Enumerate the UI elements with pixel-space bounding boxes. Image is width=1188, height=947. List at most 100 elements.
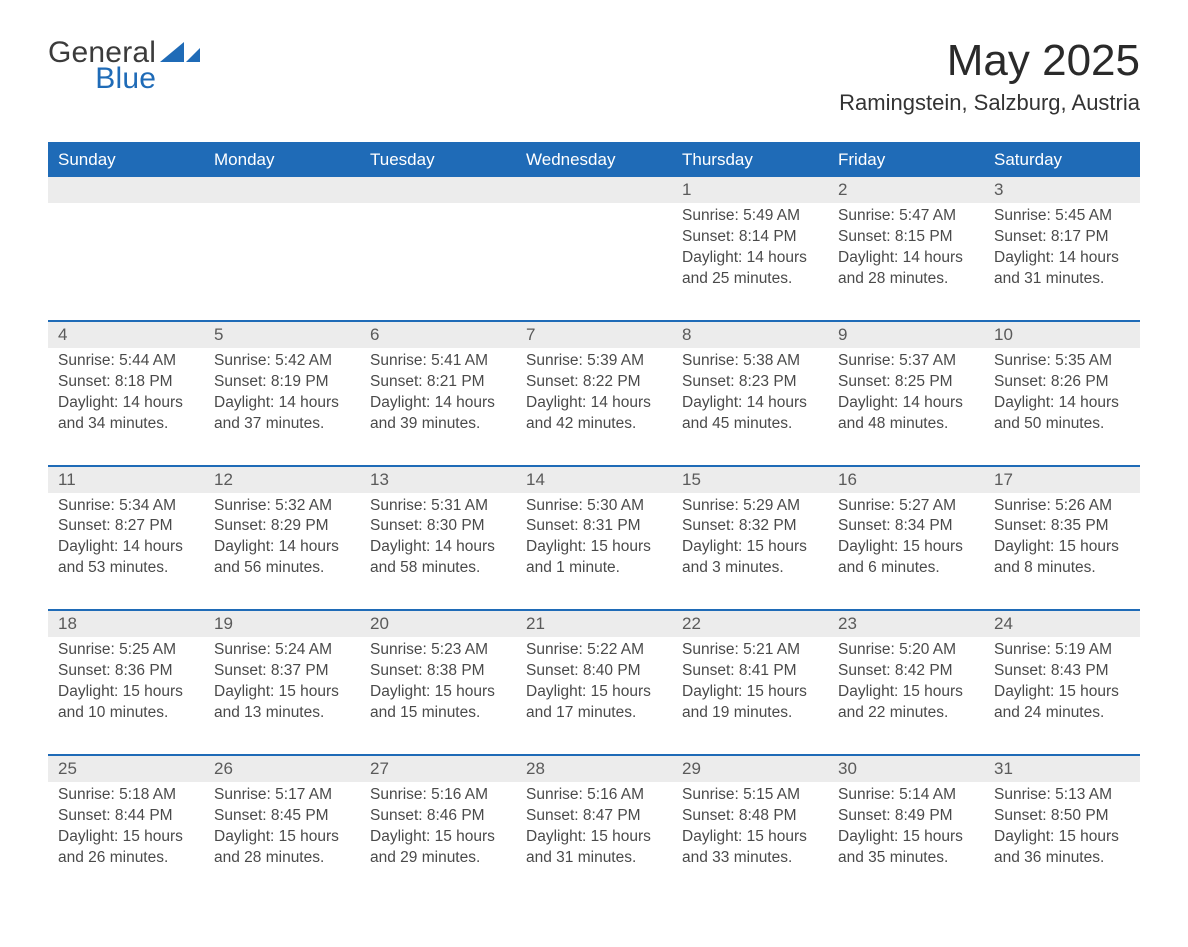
page-title: May 2025	[839, 38, 1140, 84]
weekday-header: Friday	[828, 144, 984, 177]
day-sunrise: Sunrise: 5:29 AM	[682, 496, 818, 517]
day-number	[516, 177, 672, 203]
day-daylight1: Daylight: 14 hours	[58, 393, 194, 414]
day-daylight2: and 17 minutes.	[526, 703, 662, 724]
day-sunset: Sunset: 8:37 PM	[214, 661, 350, 682]
day-details: Sunrise: 5:31 AMSunset: 8:30 PMDaylight:…	[360, 493, 516, 610]
day-number: 9	[828, 322, 984, 348]
day-daylight1: Daylight: 15 hours	[526, 827, 662, 848]
day-details: Sunrise: 5:16 AMSunset: 8:47 PMDaylight:…	[516, 782, 672, 899]
day-details: Sunrise: 5:26 AMSunset: 8:35 PMDaylight:…	[984, 493, 1140, 610]
weekday-header: Wednesday	[516, 144, 672, 177]
day-sunrise: Sunrise: 5:32 AM	[214, 496, 350, 517]
day-details: Sunrise: 5:16 AMSunset: 8:46 PMDaylight:…	[360, 782, 516, 899]
day-details-row: Sunrise: 5:25 AMSunset: 8:36 PMDaylight:…	[48, 637, 1140, 754]
day-details	[204, 203, 360, 320]
day-daylight1: Daylight: 15 hours	[838, 827, 974, 848]
day-number: 11	[48, 467, 204, 493]
day-daylight2: and 24 minutes.	[994, 703, 1130, 724]
day-daylight1: Daylight: 15 hours	[682, 827, 818, 848]
day-number: 3	[984, 177, 1140, 203]
day-details: Sunrise: 5:15 AMSunset: 8:48 PMDaylight:…	[672, 782, 828, 899]
day-sunrise: Sunrise: 5:16 AM	[526, 785, 662, 806]
day-daylight2: and 33 minutes.	[682, 848, 818, 869]
day-sunrise: Sunrise: 5:42 AM	[214, 351, 350, 372]
day-daylight1: Daylight: 14 hours	[994, 248, 1130, 269]
day-sunset: Sunset: 8:44 PM	[58, 806, 194, 827]
day-daylight1: Daylight: 14 hours	[682, 393, 818, 414]
day-daylight2: and 53 minutes.	[58, 558, 194, 579]
day-number: 6	[360, 322, 516, 348]
day-sunrise: Sunrise: 5:35 AM	[994, 351, 1130, 372]
logo: General Blue	[48, 38, 202, 94]
day-sunset: Sunset: 8:38 PM	[370, 661, 506, 682]
day-sunrise: Sunrise: 5:23 AM	[370, 640, 506, 661]
day-sunset: Sunset: 8:40 PM	[526, 661, 662, 682]
day-number: 22	[672, 611, 828, 637]
calendar-week: 11121314151617Sunrise: 5:34 AMSunset: 8:…	[48, 465, 1140, 610]
day-daylight2: and 56 minutes.	[214, 558, 350, 579]
day-daylight2: and 15 minutes.	[370, 703, 506, 724]
day-number: 27	[360, 756, 516, 782]
day-sunset: Sunset: 8:31 PM	[526, 516, 662, 537]
day-daylight2: and 29 minutes.	[370, 848, 506, 869]
day-details: Sunrise: 5:42 AMSunset: 8:19 PMDaylight:…	[204, 348, 360, 465]
day-number	[360, 177, 516, 203]
day-sunset: Sunset: 8:27 PM	[58, 516, 194, 537]
day-sunrise: Sunrise: 5:26 AM	[994, 496, 1130, 517]
day-number: 18	[48, 611, 204, 637]
day-sunrise: Sunrise: 5:19 AM	[994, 640, 1130, 661]
day-sunset: Sunset: 8:43 PM	[994, 661, 1130, 682]
day-details: Sunrise: 5:32 AMSunset: 8:29 PMDaylight:…	[204, 493, 360, 610]
day-details: Sunrise: 5:41 AMSunset: 8:21 PMDaylight:…	[360, 348, 516, 465]
day-daylight1: Daylight: 15 hours	[58, 682, 194, 703]
day-sunrise: Sunrise: 5:17 AM	[214, 785, 350, 806]
day-number: 8	[672, 322, 828, 348]
day-sunset: Sunset: 8:42 PM	[838, 661, 974, 682]
day-number-row: 45678910	[48, 322, 1140, 348]
day-sunset: Sunset: 8:29 PM	[214, 516, 350, 537]
day-number-row: 18192021222324	[48, 611, 1140, 637]
day-sunset: Sunset: 8:14 PM	[682, 227, 818, 248]
day-number: 14	[516, 467, 672, 493]
day-daylight2: and 39 minutes.	[370, 414, 506, 435]
weekday-header: Thursday	[672, 144, 828, 177]
day-details-row: Sunrise: 5:49 AMSunset: 8:14 PMDaylight:…	[48, 203, 1140, 320]
day-sunrise: Sunrise: 5:31 AM	[370, 496, 506, 517]
day-sunrise: Sunrise: 5:25 AM	[58, 640, 194, 661]
day-daylight1: Daylight: 15 hours	[526, 682, 662, 703]
day-details: Sunrise: 5:47 AMSunset: 8:15 PMDaylight:…	[828, 203, 984, 320]
calendar-week: 123Sunrise: 5:49 AMSunset: 8:14 PMDaylig…	[48, 177, 1140, 320]
day-number: 24	[984, 611, 1140, 637]
day-details	[360, 203, 516, 320]
day-number: 19	[204, 611, 360, 637]
weekday-header: Sunday	[48, 144, 204, 177]
day-daylight2: and 45 minutes.	[682, 414, 818, 435]
day-details-row: Sunrise: 5:34 AMSunset: 8:27 PMDaylight:…	[48, 493, 1140, 610]
day-number: 15	[672, 467, 828, 493]
day-details: Sunrise: 5:45 AMSunset: 8:17 PMDaylight:…	[984, 203, 1140, 320]
page-subtitle: Ramingstein, Salzburg, Austria	[839, 90, 1140, 116]
day-daylight1: Daylight: 15 hours	[682, 682, 818, 703]
day-details: Sunrise: 5:27 AMSunset: 8:34 PMDaylight:…	[828, 493, 984, 610]
day-daylight2: and 36 minutes.	[994, 848, 1130, 869]
day-daylight2: and 1 minute.	[526, 558, 662, 579]
day-number: 31	[984, 756, 1140, 782]
day-details: Sunrise: 5:13 AMSunset: 8:50 PMDaylight:…	[984, 782, 1140, 899]
day-details: Sunrise: 5:23 AMSunset: 8:38 PMDaylight:…	[360, 637, 516, 754]
day-daylight1: Daylight: 15 hours	[994, 682, 1130, 703]
day-details-row: Sunrise: 5:18 AMSunset: 8:44 PMDaylight:…	[48, 782, 1140, 899]
day-sunset: Sunset: 8:36 PM	[58, 661, 194, 682]
weekday-header: Tuesday	[360, 144, 516, 177]
day-sunrise: Sunrise: 5:47 AM	[838, 206, 974, 227]
day-sunset: Sunset: 8:50 PM	[994, 806, 1130, 827]
day-sunrise: Sunrise: 5:21 AM	[682, 640, 818, 661]
day-number: 21	[516, 611, 672, 637]
weekday-header: Saturday	[984, 144, 1140, 177]
day-daylight1: Daylight: 14 hours	[526, 393, 662, 414]
day-number-row: 25262728293031	[48, 756, 1140, 782]
day-sunset: Sunset: 8:34 PM	[838, 516, 974, 537]
day-sunrise: Sunrise: 5:38 AM	[682, 351, 818, 372]
day-details: Sunrise: 5:18 AMSunset: 8:44 PMDaylight:…	[48, 782, 204, 899]
day-details: Sunrise: 5:30 AMSunset: 8:31 PMDaylight:…	[516, 493, 672, 610]
